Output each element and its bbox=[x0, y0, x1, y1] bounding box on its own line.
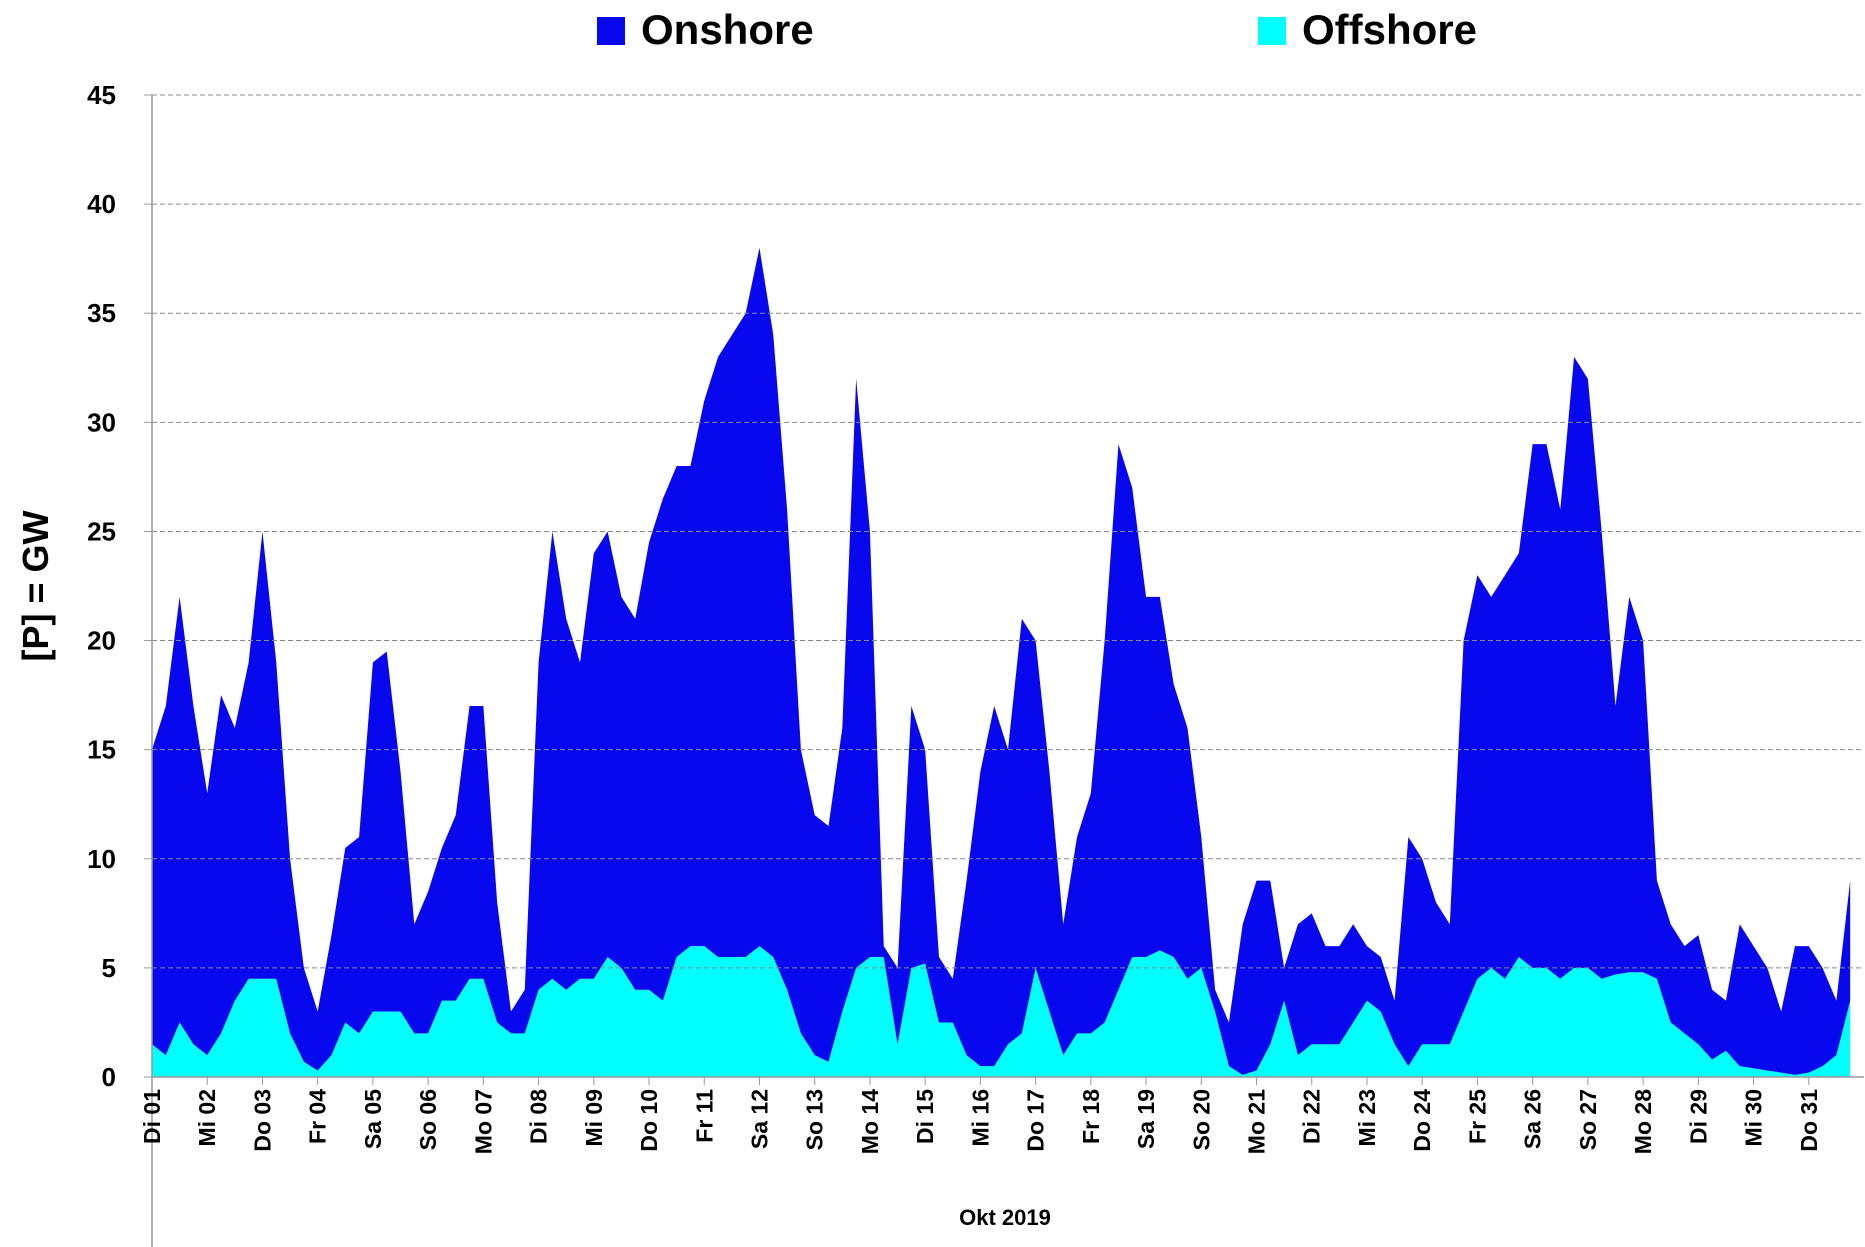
y-tick-label: 40 bbox=[87, 189, 116, 219]
y-tick-label: 25 bbox=[87, 516, 116, 546]
x-tick-label: Fr 11 bbox=[691, 1089, 717, 1143]
legend-swatch bbox=[1258, 17, 1286, 45]
x-tick-label: Fr 04 bbox=[305, 1089, 331, 1144]
y-axis-title: [P] = GW bbox=[15, 510, 56, 661]
x-tick-label: So 13 bbox=[802, 1089, 828, 1150]
x-tick-label: So 06 bbox=[415, 1089, 441, 1150]
x-tick-label: Do 24 bbox=[1409, 1089, 1435, 1152]
x-tick-label: Mi 09 bbox=[581, 1089, 607, 1147]
x-tick-label: So 20 bbox=[1188, 1089, 1214, 1150]
x-tick-label: Do 03 bbox=[249, 1089, 275, 1152]
x-tick-label: Di 08 bbox=[526, 1089, 552, 1144]
x-tick-label: Mi 02 bbox=[194, 1089, 220, 1147]
x-tick-label: Di 15 bbox=[912, 1089, 938, 1144]
y-tick-label: 45 bbox=[87, 80, 116, 110]
x-tick-label: Do 17 bbox=[1023, 1089, 1049, 1152]
x-tick-label: Do 10 bbox=[636, 1089, 662, 1152]
y-tick-label: 10 bbox=[87, 844, 116, 874]
x-tick-label: Fr 18 bbox=[1078, 1089, 1104, 1144]
y-tick-label: 35 bbox=[87, 298, 116, 328]
x-tick-label: Di 01 bbox=[139, 1089, 165, 1144]
x-tick-label: Sa 05 bbox=[360, 1089, 386, 1149]
x-tick-label: Mo 28 bbox=[1630, 1089, 1656, 1154]
x-tick-label: Sa 12 bbox=[746, 1089, 772, 1149]
y-tick-label: 20 bbox=[87, 626, 116, 656]
x-tick-label: Mo 21 bbox=[1244, 1089, 1270, 1154]
x-tick-label: So 27 bbox=[1575, 1089, 1601, 1150]
plot-area bbox=[152, 247, 1851, 1077]
x-tick-label: Sa 26 bbox=[1520, 1089, 1546, 1149]
y-tick-label: 30 bbox=[87, 407, 116, 437]
area-0 bbox=[152, 247, 1851, 1075]
x-tick-label: Di 29 bbox=[1685, 1089, 1711, 1144]
x-tick-label: Sa 19 bbox=[1133, 1089, 1159, 1149]
area-1 bbox=[152, 946, 1851, 1077]
x-axis-title: Okt 2019 bbox=[959, 1205, 1051, 1230]
x-tick-label: Di 22 bbox=[1299, 1089, 1325, 1144]
x-tick-label: Mo 14 bbox=[857, 1089, 883, 1154]
x-tick-label: Mi 30 bbox=[1741, 1089, 1767, 1147]
x-tick-label: Do 31 bbox=[1796, 1089, 1822, 1152]
y-tick-label: 0 bbox=[102, 1062, 116, 1092]
x-tick-label: Mi 16 bbox=[967, 1089, 993, 1147]
legend-label: Onshore bbox=[641, 6, 814, 53]
legend-label: Offshore bbox=[1302, 6, 1477, 53]
x-tick-label: Mi 23 bbox=[1354, 1089, 1380, 1147]
x-tick-label: Fr 25 bbox=[1464, 1089, 1490, 1144]
y-tick-label: 15 bbox=[87, 735, 116, 765]
legend-swatch bbox=[597, 17, 625, 45]
y-tick-label: 5 bbox=[102, 953, 116, 983]
x-tick-label: Mo 07 bbox=[470, 1089, 496, 1154]
